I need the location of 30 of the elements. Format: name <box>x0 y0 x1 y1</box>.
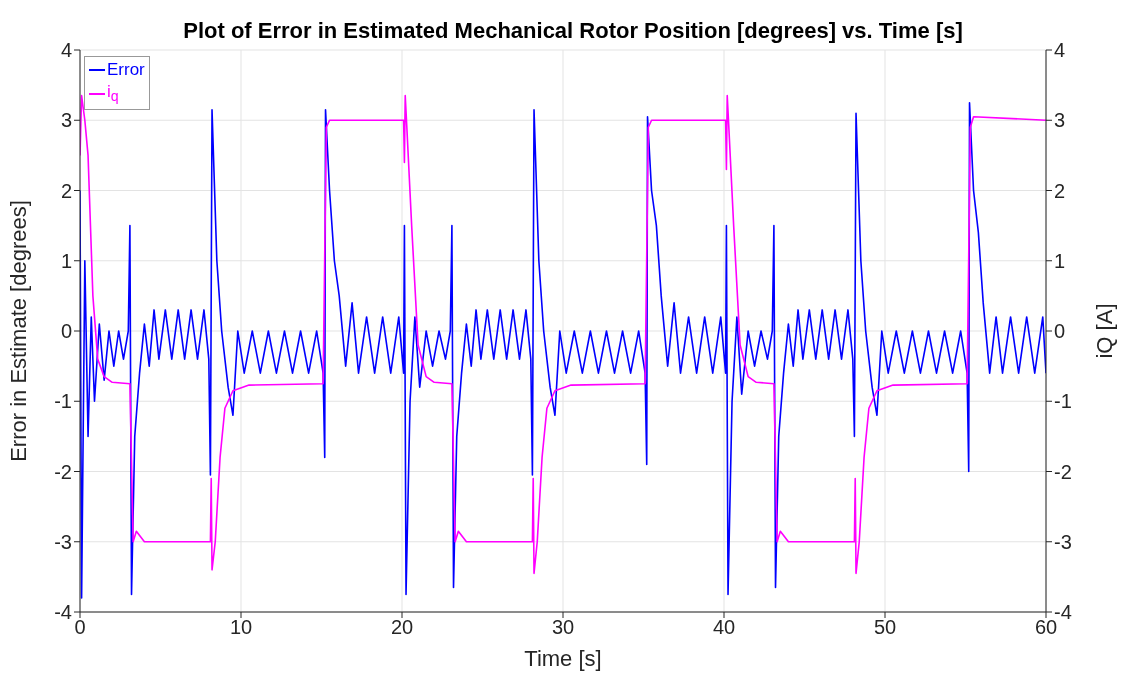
y2-tick-label: -1 <box>1054 390 1072 413</box>
chart-title: Plot of Error in Estimated Mechanical Rotor Position [degrees] vs. Time [s] <box>183 18 963 43</box>
x-tick-label: 40 <box>712 616 736 639</box>
y-tick-label: -1 <box>54 390 72 413</box>
y-tick-label: -4 <box>54 601 72 624</box>
y2-tick-label: -2 <box>1054 460 1072 483</box>
y-tick-label: -2 <box>54 460 72 483</box>
x-tick-label: 0 <box>74 616 86 639</box>
x-tick-label: 50 <box>873 616 897 639</box>
y2-tick-label: 4 <box>1054 39 1066 62</box>
y2-tick-label: 0 <box>1054 320 1066 343</box>
legend-label: i$_{q}$ <box>107 81 119 107</box>
y2-tick-label: 3 <box>1054 109 1066 132</box>
x-tick-label: 10 <box>229 616 253 639</box>
x-tick-label: 20 <box>390 616 414 639</box>
x-axis-title: Time [s] <box>524 646 602 671</box>
y-tick-label: 4 <box>60 39 72 62</box>
y-tick-label: 0 <box>60 320 72 343</box>
y2-tick-label: 2 <box>1054 179 1066 202</box>
y-tick-label: 1 <box>60 249 72 272</box>
x-tick-label: 60 <box>1034 616 1058 639</box>
x-tick-label: 30 <box>551 616 575 639</box>
y2-tick-label: -3 <box>1054 530 1072 553</box>
legend-label: Error <box>107 59 145 81</box>
y2-axis-title: iQ [A] <box>1091 303 1117 359</box>
y-tick-label: 2 <box>60 179 72 202</box>
y2-tick-label: 1 <box>1054 249 1066 272</box>
y-tick-label: -3 <box>54 530 72 553</box>
y-tick-label: 3 <box>60 109 72 132</box>
y-axis-title: Error in Estimate [degrees] <box>5 200 31 462</box>
